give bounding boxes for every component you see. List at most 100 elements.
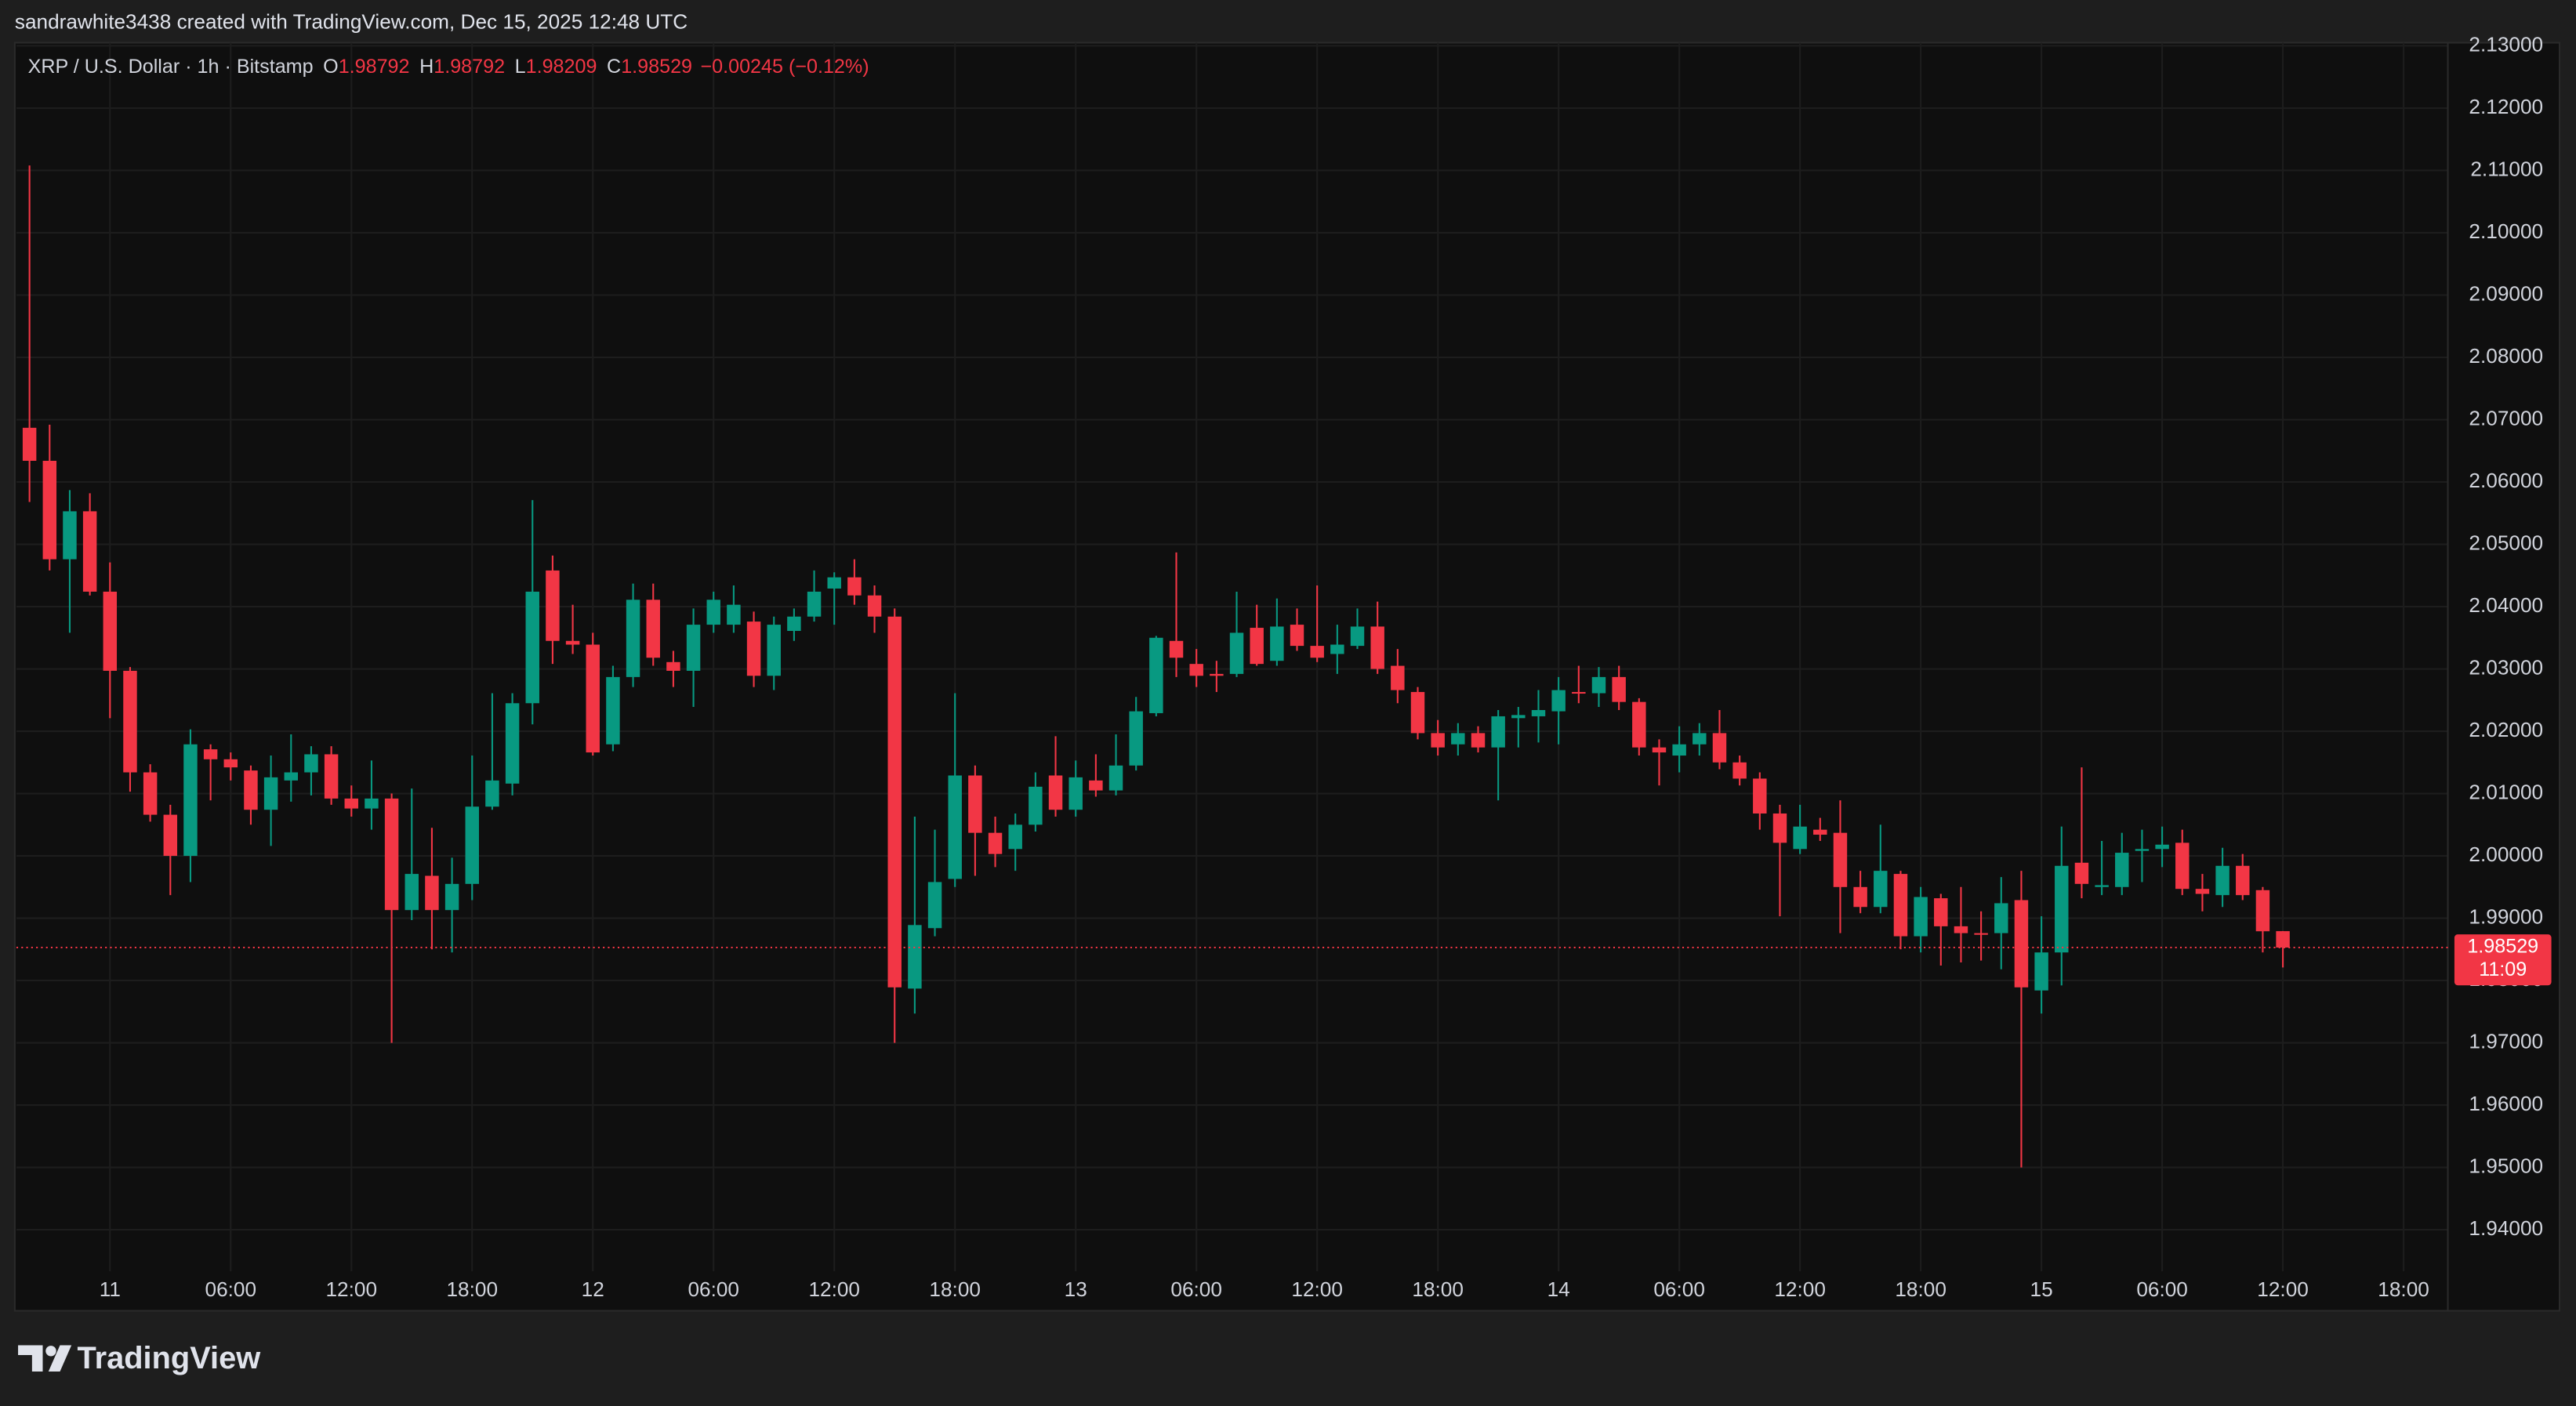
chart-panel	[13, 42, 2561, 1312]
x-tick-label: 06:00	[1653, 1277, 1705, 1301]
logo-icon	[45, 1346, 56, 1357]
candle-body	[1572, 691, 1586, 694]
candle-body	[1772, 813, 1787, 843]
candle-body	[1893, 874, 1908, 937]
y-tick-label: 1.96000	[2469, 1092, 2543, 1115]
candle-body	[1914, 897, 1928, 937]
candle-body	[646, 600, 660, 658]
candle-body	[686, 625, 701, 671]
candle-body	[968, 775, 982, 833]
candle-body	[1451, 733, 1465, 745]
candle-body	[908, 925, 922, 989]
candle-body	[787, 616, 801, 632]
candle-body	[1954, 926, 1968, 933]
y-tick-label: 2.12000	[2469, 95, 2543, 118]
candle-body	[123, 670, 137, 773]
x-tick-label: 06:00	[2136, 1277, 2188, 1301]
candle-body	[2276, 931, 2290, 948]
x-tick-label: 12:00	[2257, 1277, 2309, 1301]
candle-body	[405, 874, 419, 911]
candle-body	[304, 754, 318, 773]
legend-symbol: XRP / U.S. Dollar · 1h · Bitstamp	[28, 56, 314, 78]
candle-body	[103, 591, 118, 671]
candle-body	[807, 591, 822, 617]
candle-body	[1531, 710, 1546, 716]
candle-body	[1008, 824, 1022, 850]
y-tick-label: 2.11000	[2470, 157, 2543, 180]
candle-body	[284, 772, 299, 781]
logo-text: TradingView	[77, 1341, 261, 1375]
candle-body	[444, 883, 459, 911]
candle-body	[1310, 646, 1324, 658]
candle-body	[1330, 644, 1344, 654]
candle-body	[727, 604, 741, 625]
candle-body	[1551, 690, 1566, 712]
x-tick-label: 18:00	[1895, 1277, 1947, 1301]
candle-body	[203, 749, 218, 759]
candle-body	[183, 744, 198, 857]
candle-body	[1229, 632, 1244, 674]
candle-body	[927, 882, 942, 929]
candle-body	[2155, 844, 2169, 850]
y-tick-label: 1.99000	[2469, 904, 2543, 928]
candle-body	[1612, 676, 1626, 702]
candle-body	[1753, 778, 1767, 814]
candle-body	[1129, 711, 1143, 766]
y-tick-label: 2.08000	[2469, 344, 2543, 368]
candle-body	[1591, 676, 1606, 694]
x-tick-label: 06:00	[688, 1277, 739, 1301]
candle-body	[1813, 829, 1827, 835]
y-tick-label: 2.05000	[2469, 531, 2543, 554]
y-tick-label: 2.02000	[2469, 718, 2543, 741]
x-tick-label: 12:00	[326, 1277, 378, 1301]
candle-body	[565, 640, 580, 645]
candle-body	[505, 703, 520, 784]
candle-body	[22, 427, 37, 461]
candle-body	[63, 511, 77, 560]
y-tick-label: 2.01000	[2469, 780, 2543, 803]
candle-body	[1410, 691, 1425, 734]
y-tick-label: 2.00000	[2469, 843, 2543, 866]
y-tick-label: 1.95000	[2469, 1154, 2543, 1178]
candle-body	[1874, 871, 1888, 908]
candle-body	[626, 600, 640, 677]
x-tick-label: 18:00	[446, 1277, 498, 1301]
candle-body	[606, 676, 620, 745]
candle-body	[2055, 865, 2069, 953]
candle-body	[1471, 733, 1486, 748]
candle-body	[988, 832, 1003, 854]
candle-body	[2014, 900, 2029, 987]
y-tick-label: 2.10000	[2469, 219, 2543, 243]
candle-body	[1994, 903, 2008, 933]
x-tick-label: 06:00	[205, 1277, 257, 1301]
y-tick-label: 1.97000	[2469, 1029, 2543, 1053]
candle-body	[948, 775, 962, 879]
candle-body	[1491, 716, 1505, 748]
candle-body	[42, 460, 57, 560]
candle-body	[666, 661, 680, 671]
header-text: sandrawhite3438 created with TradingView…	[15, 9, 688, 33]
candle-body	[1290, 625, 1304, 647]
candle-body	[324, 754, 339, 799]
x-tick-label: 06:00	[1170, 1277, 1222, 1301]
legend-label: H	[419, 56, 434, 78]
legend-value: 1.98792	[339, 56, 410, 78]
y-tick-label: 2.04000	[2469, 593, 2543, 617]
candle-body	[1511, 715, 1526, 719]
candle-body	[827, 577, 841, 589]
y-tick-label: 1.94000	[2469, 1216, 2543, 1240]
candle-body	[485, 780, 499, 807]
candle-body	[365, 798, 379, 809]
y-tick-label: 2.09000	[2469, 281, 2543, 305]
candle-body	[2215, 865, 2230, 896]
candle-body	[867, 595, 882, 617]
candle-body	[2255, 890, 2270, 932]
y-tick-label: 2.07000	[2469, 406, 2543, 429]
candle-body	[384, 798, 399, 911]
candle-body	[1068, 777, 1083, 810]
candle-body	[2195, 889, 2210, 894]
x-tick-label: 18:00	[929, 1277, 981, 1301]
candle-body	[1189, 664, 1203, 676]
candle-body	[1149, 637, 1163, 713]
candle-body	[767, 625, 781, 676]
